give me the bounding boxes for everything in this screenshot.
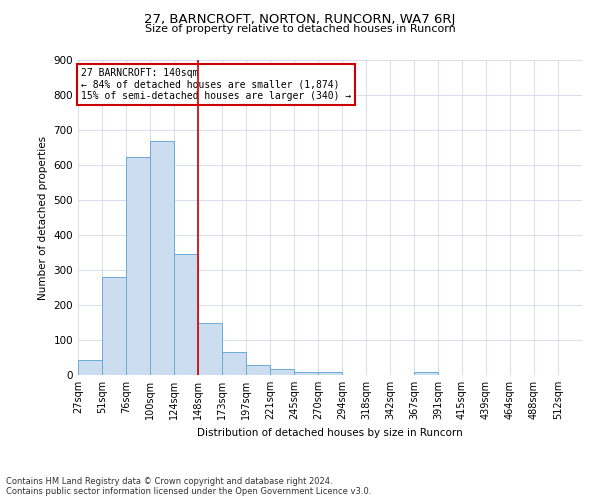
Bar [174,254,198,375]
Bar [294,372,318,375]
Bar [414,372,438,375]
Bar [270,368,294,375]
Text: Contains HM Land Registry data © Crown copyright and database right 2024.: Contains HM Land Registry data © Crown c… [6,478,332,486]
Y-axis label: Number of detached properties: Number of detached properties [38,136,48,300]
Text: Contains public sector information licensed under the Open Government Licence v3: Contains public sector information licen… [6,488,371,496]
X-axis label: Distribution of detached houses by size in Runcorn: Distribution of detached houses by size … [197,428,463,438]
Bar [126,158,150,375]
Bar [78,360,102,375]
Bar [222,352,246,375]
Text: 27 BARNCROFT: 140sqm
← 84% of detached houses are smaller (1,874)
15% of semi-de: 27 BARNCROFT: 140sqm ← 84% of detached h… [80,68,351,101]
Bar [198,323,222,375]
Bar [150,141,174,375]
Bar [246,364,270,375]
Text: 27, BARNCROFT, NORTON, RUNCORN, WA7 6RJ: 27, BARNCROFT, NORTON, RUNCORN, WA7 6RJ [145,12,455,26]
Bar [318,372,342,375]
Bar [102,277,126,375]
Text: Size of property relative to detached houses in Runcorn: Size of property relative to detached ho… [145,24,455,34]
